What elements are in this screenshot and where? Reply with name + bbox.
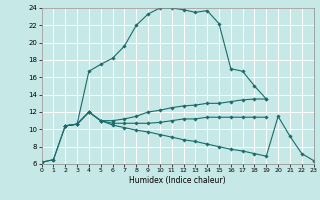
X-axis label: Humidex (Indice chaleur): Humidex (Indice chaleur)	[129, 176, 226, 185]
